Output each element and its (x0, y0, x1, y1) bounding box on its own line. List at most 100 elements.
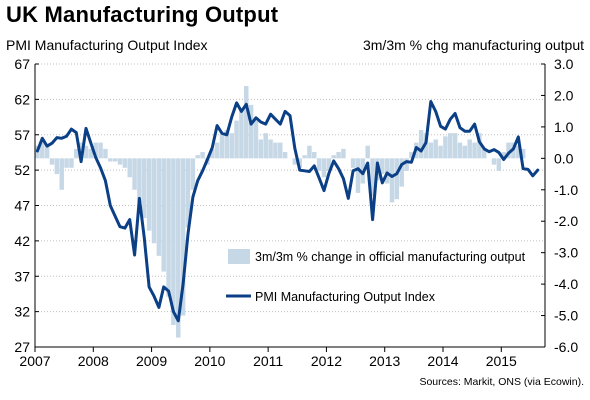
x-tick-label: 2014 (427, 353, 458, 369)
bar (520, 148, 526, 159)
bar (491, 158, 497, 165)
bar (355, 158, 361, 193)
bar (224, 130, 230, 159)
y-right-tick-label: -6.0 (554, 339, 578, 355)
bar (399, 158, 404, 187)
bar (326, 158, 332, 171)
bar (350, 158, 356, 168)
bar (462, 145, 468, 159)
bar (103, 148, 108, 159)
x-tick-label: 2015 (486, 353, 517, 369)
bar (321, 158, 327, 178)
bar (312, 152, 317, 159)
bar (200, 152, 205, 159)
y-right-tick-label: 0.0 (554, 150, 574, 166)
bar (341, 148, 346, 159)
bar (307, 145, 312, 159)
bar (452, 133, 458, 159)
axes: 67 62 57 52 47 42 37 32 27 3.0 2.0 1.0 0.0 -1.0 -2.0 -3… (14, 56, 578, 369)
bar (409, 152, 414, 159)
bar (443, 136, 448, 159)
bar (394, 158, 400, 200)
bar (370, 158, 375, 197)
right-axis-title: 3m/3m % chg manufacturing output (362, 37, 584, 53)
x-tick-label: 2008 (78, 353, 109, 369)
legend: 3m/3m % change in official manufacturing… (226, 249, 526, 304)
bar (496, 158, 502, 171)
line-series (35, 100, 540, 323)
bar (185, 158, 191, 228)
bar (127, 158, 132, 178)
bar (59, 158, 64, 190)
bar (166, 158, 171, 297)
bar (336, 152, 341, 159)
bar (44, 145, 50, 159)
bar (214, 142, 220, 159)
bar (404, 158, 409, 171)
y-right-tick-label: -1.0 (554, 182, 578, 198)
bar (506, 142, 511, 159)
y-left-tick-label: 32 (14, 304, 30, 320)
bar (122, 158, 128, 168)
y-right-tick-label: -3.0 (554, 245, 578, 261)
bar (98, 142, 103, 159)
legend-line-label: PMI Manufacturing Output Index (255, 290, 436, 304)
bar (389, 158, 395, 203)
bar (297, 158, 302, 168)
bar (273, 142, 278, 159)
bar (472, 142, 477, 159)
bar (418, 130, 424, 159)
bar (176, 158, 181, 338)
y-right-tick-label: -4.0 (554, 276, 578, 292)
y-right-tick-label: -5.0 (554, 308, 578, 324)
y-right-tick-label: 3.0 (554, 56, 574, 72)
bar (210, 148, 215, 159)
bar (263, 133, 268, 159)
x-tick-label: 2011 (253, 353, 283, 369)
gridlines (35, 63, 545, 313)
bar (380, 158, 385, 175)
legend-bar-swatch (228, 249, 250, 264)
bar (190, 158, 196, 190)
bar (316, 158, 322, 171)
bar (384, 158, 390, 184)
bar (180, 158, 186, 316)
bar (239, 108, 244, 159)
bar (278, 142, 283, 159)
bar (365, 145, 370, 159)
bar (268, 139, 273, 159)
bar (156, 158, 162, 256)
bar (477, 133, 482, 159)
y-left-tick-label: 47 (14, 198, 30, 214)
bar (78, 142, 84, 159)
y-right-tick-label: -2.0 (554, 213, 578, 229)
bar (146, 158, 152, 231)
bar (448, 133, 453, 159)
bar (74, 148, 79, 159)
x-tick-label: 2013 (369, 353, 400, 369)
y-left-tick-label: 52 (14, 162, 30, 178)
bar (93, 142, 98, 159)
y-right-tick-label: 1.0 (554, 119, 574, 135)
left-axis-title: PMI Manufacturing Output Index (6, 37, 208, 53)
bar (229, 133, 234, 159)
bar (171, 158, 176, 325)
bar (331, 155, 336, 159)
bar (467, 139, 472, 159)
bar (302, 155, 307, 159)
bar (64, 158, 69, 168)
bar (54, 158, 60, 175)
bar (433, 139, 438, 159)
y-right-tick-label: 2.0 (554, 87, 574, 103)
pmi-line (35, 100, 540, 323)
bar (195, 155, 200, 159)
bar (282, 152, 288, 159)
bar (161, 158, 166, 272)
legend-bar-label: 3m/3m % change in official manufacturing… (255, 250, 526, 264)
bar (501, 152, 506, 159)
bar (482, 148, 487, 159)
x-tick-label: 2010 (194, 353, 225, 369)
bar (117, 158, 123, 165)
y-left-tick-label: 27 (14, 339, 30, 355)
bar (292, 158, 298, 165)
